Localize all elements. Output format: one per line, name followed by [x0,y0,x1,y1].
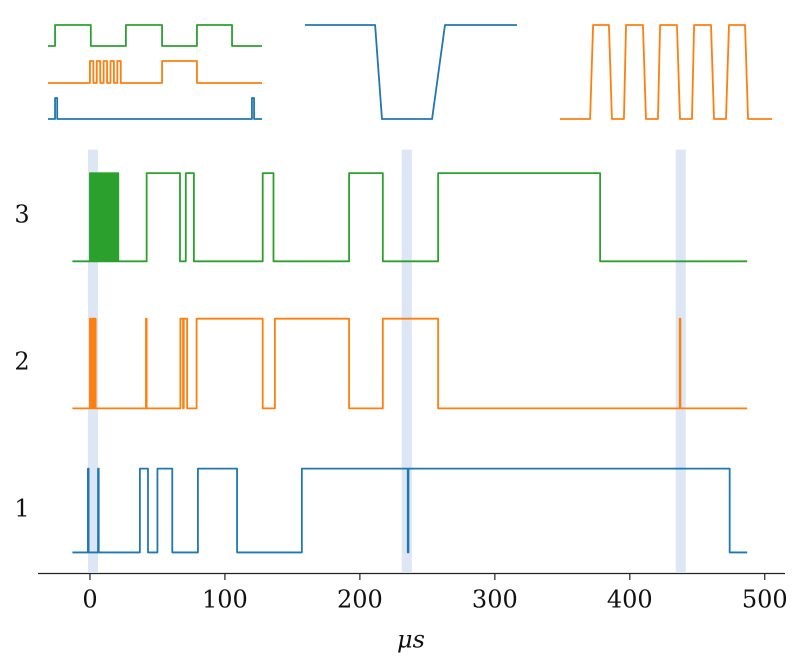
signal-trace [48,24,262,47]
y-tick-label: 2 [14,347,29,375]
y-tick-label: 3 [14,200,29,228]
x-axis-label: μs [397,626,425,654]
x-tick-label: 100 [202,586,248,614]
x-tick-label: 500 [742,586,788,614]
signal-trace [48,97,262,120]
signal-trace [305,24,517,120]
x-tick-label: 0 [82,586,97,614]
highlight-band [401,149,412,573]
x-tick-label: 400 [607,586,653,614]
x-tick-label: 300 [472,586,518,614]
y-tick-label: 1 [14,494,29,522]
signal-trace [559,24,772,120]
signal-trace [72,317,748,410]
signal-trace [72,172,748,263]
signal-trace [72,467,748,554]
x-tick-label: 200 [337,586,383,614]
signal-trace [48,60,262,84]
